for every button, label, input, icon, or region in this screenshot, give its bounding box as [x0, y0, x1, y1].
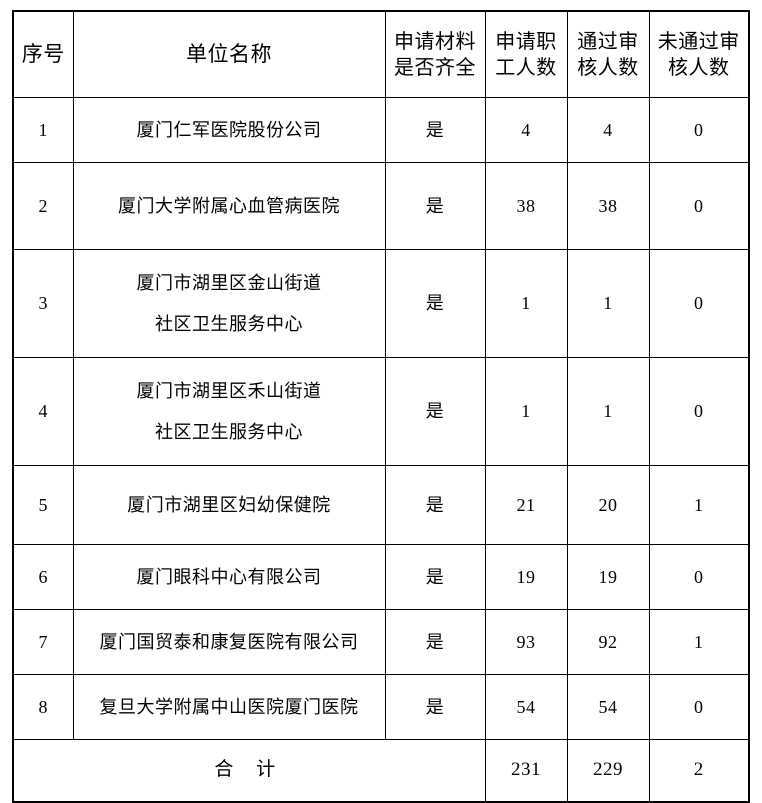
cell-applied-count: 1	[484, 249, 568, 358]
cell-failed-count: 1	[648, 465, 750, 545]
header-cell-unit-name: 单位名称	[72, 10, 386, 98]
table-body: 1 厦门仁军医院股份公司 是 4 4 0 2 厦门大学附属心血管病医院 是 38…	[12, 97, 750, 803]
cell-documents-complete: 是	[384, 465, 486, 545]
cell-passed-count: 20	[566, 465, 650, 545]
cell-documents-complete: 是	[384, 609, 486, 675]
cell-failed-count: 0	[648, 357, 750, 466]
cell-failed-count: 0	[648, 162, 750, 250]
unit-name-line: 厦门市湖里区妇幼保健院	[127, 494, 331, 515]
header-cell-passed-count: 通过审 核人数	[566, 10, 650, 98]
cell-unit-name: 厦门市湖里区禾山街道 社区卫生服务中心	[72, 357, 386, 466]
audit-summary-table: 序号 单位名称 申请材料 是否齐全 申请职 工人数 通过审 核人数 未通过审 核…	[12, 10, 750, 803]
cell-documents-complete: 是	[384, 357, 486, 466]
cell-failed-count: 0	[648, 674, 750, 740]
header-line-1: 未通过审	[657, 30, 740, 53]
table-header: 序号 单位名称 申请材料 是否齐全 申请职 工人数 通过审 核人数 未通过审 核…	[12, 10, 750, 98]
cell-passed-count: 1	[566, 249, 650, 358]
unit-name-line-1: 厦门市湖里区金山街道	[136, 272, 322, 293]
unit-name-line: 厦门眼科中心有限公司	[136, 566, 322, 587]
cell-documents-complete: 是	[384, 544, 486, 610]
unit-name-line: 复旦大学附属中山医院厦门医院	[99, 696, 359, 717]
header-cell-applied-count: 申请职 工人数	[484, 10, 568, 98]
header-row: 序号 单位名称 申请材料 是否齐全 申请职 工人数 通过审 核人数 未通过审 核…	[12, 10, 750, 98]
table-row: 2 厦门大学附属心血管病医院 是 38 38 0	[12, 162, 750, 250]
unit-name-line-1: 厦门市湖里区禾山街道	[136, 380, 322, 401]
cell-index: 6	[12, 544, 74, 610]
header-line-2: 是否齐全	[394, 56, 476, 79]
table-row: 6 厦门眼科中心有限公司 是 19 19 0	[12, 544, 750, 610]
header-cell-failed-count: 未通过审 核人数	[648, 10, 750, 98]
cell-passed-count: 19	[566, 544, 650, 610]
header-line-1: 申请职	[495, 30, 557, 53]
cell-passed-count: 54	[566, 674, 650, 740]
cell-documents-complete: 是	[384, 162, 486, 250]
cell-index: 4	[12, 357, 74, 466]
cell-index: 8	[12, 674, 74, 740]
cell-applied-count: 4	[484, 97, 568, 163]
header-line-2: 工人数	[495, 56, 557, 79]
header-line-1: 通过审	[577, 30, 639, 53]
header-line-1: 申请材料	[394, 30, 476, 53]
cell-failed-count: 0	[648, 544, 750, 610]
cell-passed-count: 92	[566, 609, 650, 675]
table-row: 8 复旦大学附属中山医院厦门医院 是 54 54 0	[12, 674, 750, 740]
cell-applied-count: 93	[484, 609, 568, 675]
cell-documents-complete: 是	[384, 97, 486, 163]
cell-unit-name: 厦门国贸泰和康复医院有限公司	[72, 609, 386, 675]
cell-documents-complete: 是	[384, 249, 486, 358]
header-cell-documents-complete: 申请材料 是否齐全	[384, 10, 486, 98]
cell-documents-complete: 是	[384, 674, 486, 740]
cell-failed-count: 0	[648, 249, 750, 358]
cell-index: 2	[12, 162, 74, 250]
header-cell-index: 序号	[12, 10, 74, 98]
unit-name-line: 厦门大学附属心血管病医院	[118, 195, 340, 216]
cell-unit-name: 厦门仁军医院股份公司	[72, 97, 386, 163]
cell-applied-count: 21	[484, 465, 568, 545]
unit-name-line: 厦门仁军医院股份公司	[136, 119, 322, 140]
cell-index: 7	[12, 609, 74, 675]
table-row: 3 厦门市湖里区金山街道 社区卫生服务中心 是 1 1 0	[12, 249, 750, 358]
unit-name-line-2: 社区卫生服务中心	[155, 313, 303, 334]
cell-unit-name: 厦门市湖里区妇幼保健院	[72, 465, 386, 545]
cell-passed-count: 38	[566, 162, 650, 250]
unit-name-line: 厦门国贸泰和康复医院有限公司	[99, 631, 359, 652]
unit-name-line-2: 社区卫生服务中心	[155, 421, 303, 442]
cell-applied-count: 38	[484, 162, 568, 250]
header-line-2: 核人数	[577, 56, 639, 79]
cell-passed-count: 1	[566, 357, 650, 466]
cell-applied-count: 1	[484, 357, 568, 466]
cell-index: 1	[12, 97, 74, 163]
cell-unit-name: 厦门大学附属心血管病医院	[72, 162, 386, 250]
cell-index: 3	[12, 249, 74, 358]
table-row: 7 厦门国贸泰和康复医院有限公司 是 93 92 1	[12, 609, 750, 675]
table-row: 5 厦门市湖里区妇幼保健院 是 21 20 1	[12, 465, 750, 545]
cell-unit-name: 厦门市湖里区金山街道 社区卫生服务中心	[72, 249, 386, 358]
cell-passed-count: 4	[566, 97, 650, 163]
table-row: 4 厦门市湖里区禾山街道 社区卫生服务中心 是 1 1 0	[12, 357, 750, 466]
cell-applied-count: 54	[484, 674, 568, 740]
cell-applied-count: 19	[484, 544, 568, 610]
header-line-2: 核人数	[668, 56, 730, 79]
table-row: 1 厦门仁军医院股份公司 是 4 4 0	[12, 97, 750, 163]
cell-failed-count: 0	[648, 97, 750, 163]
cell-failed-count: 1	[648, 609, 750, 675]
cell-index: 5	[12, 465, 74, 545]
cell-unit-name: 厦门眼科中心有限公司	[72, 544, 386, 610]
cell-unit-name: 复旦大学附属中山医院厦门医院	[72, 674, 386, 740]
document-page: 序号 单位名称 申请材料 是否齐全 申请职 工人数 通过审 核人数 未通过审 核…	[12, 10, 750, 803]
